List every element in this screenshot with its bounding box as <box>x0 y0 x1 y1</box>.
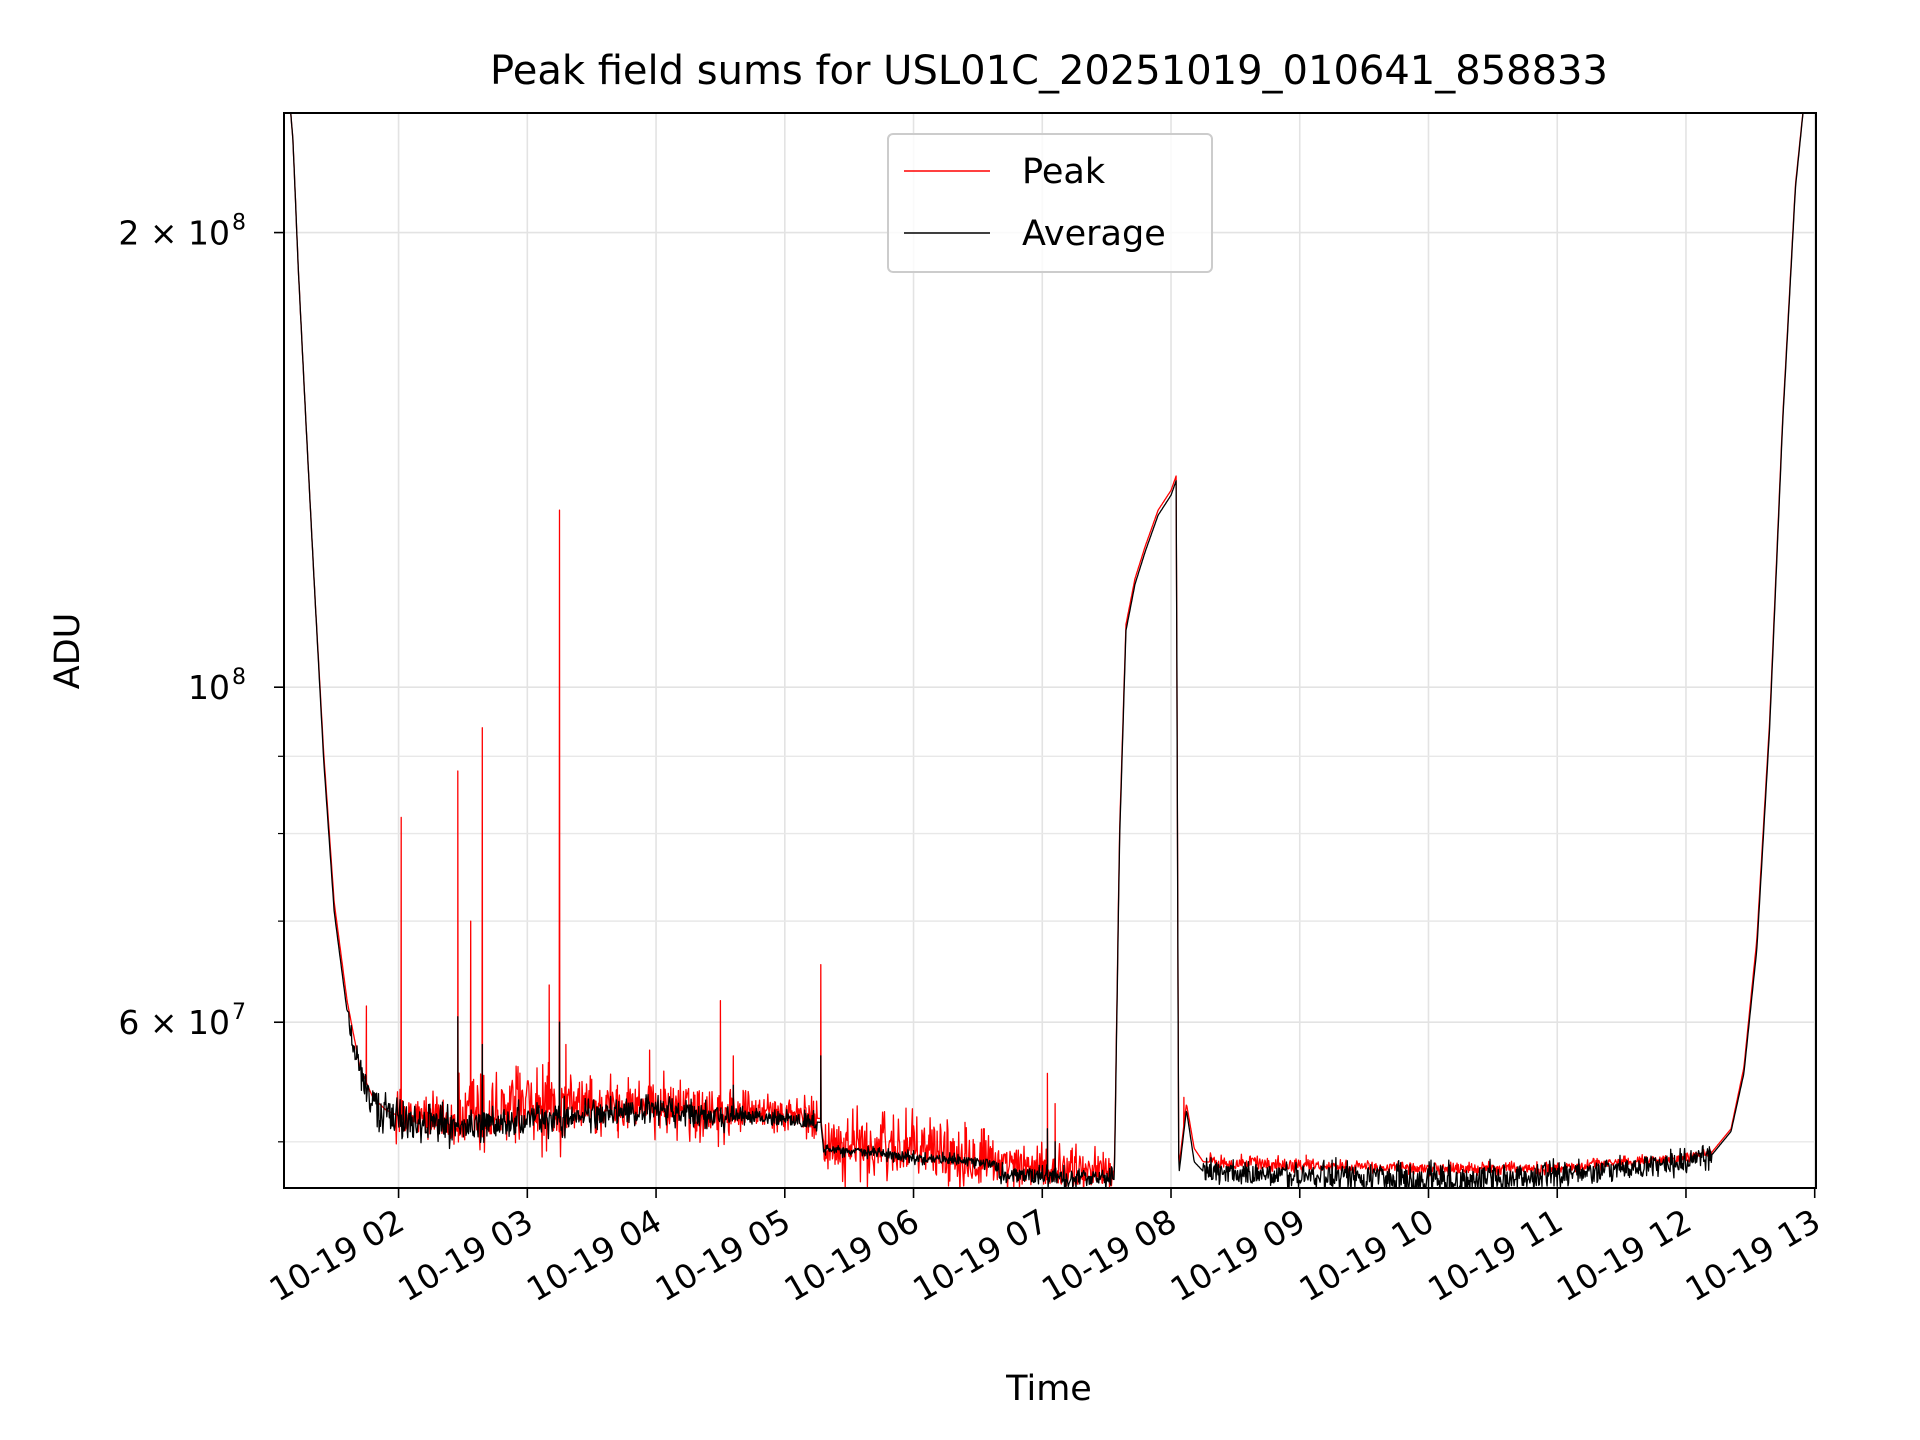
legend-box <box>887 133 1213 273</box>
grid <box>284 113 1816 1188</box>
y-axis: 2 × 108 108 6 × 107 <box>118 211 284 1143</box>
chart-title: Peak field sums for USL01C_20251019_0106… <box>490 48 1608 94</box>
y-tick-label: 108 <box>188 665 246 707</box>
series-line-average <box>290 113 1804 1188</box>
series-line-peak <box>290 113 1804 1188</box>
legend-label-average: Average <box>1022 214 1166 254</box>
x-axis-label: Time <box>1005 1369 1092 1409</box>
plot-frame <box>283 112 1817 1189</box>
legend-label-peak: Peak <box>1022 152 1106 192</box>
legend: Peak Average <box>887 133 1213 273</box>
series-layer <box>290 113 1804 1188</box>
y-tick-label: 6 × 107 <box>118 1000 246 1042</box>
y-tick-label: 2 × 108 <box>118 211 246 253</box>
y-axis-label: ADU <box>48 613 88 690</box>
